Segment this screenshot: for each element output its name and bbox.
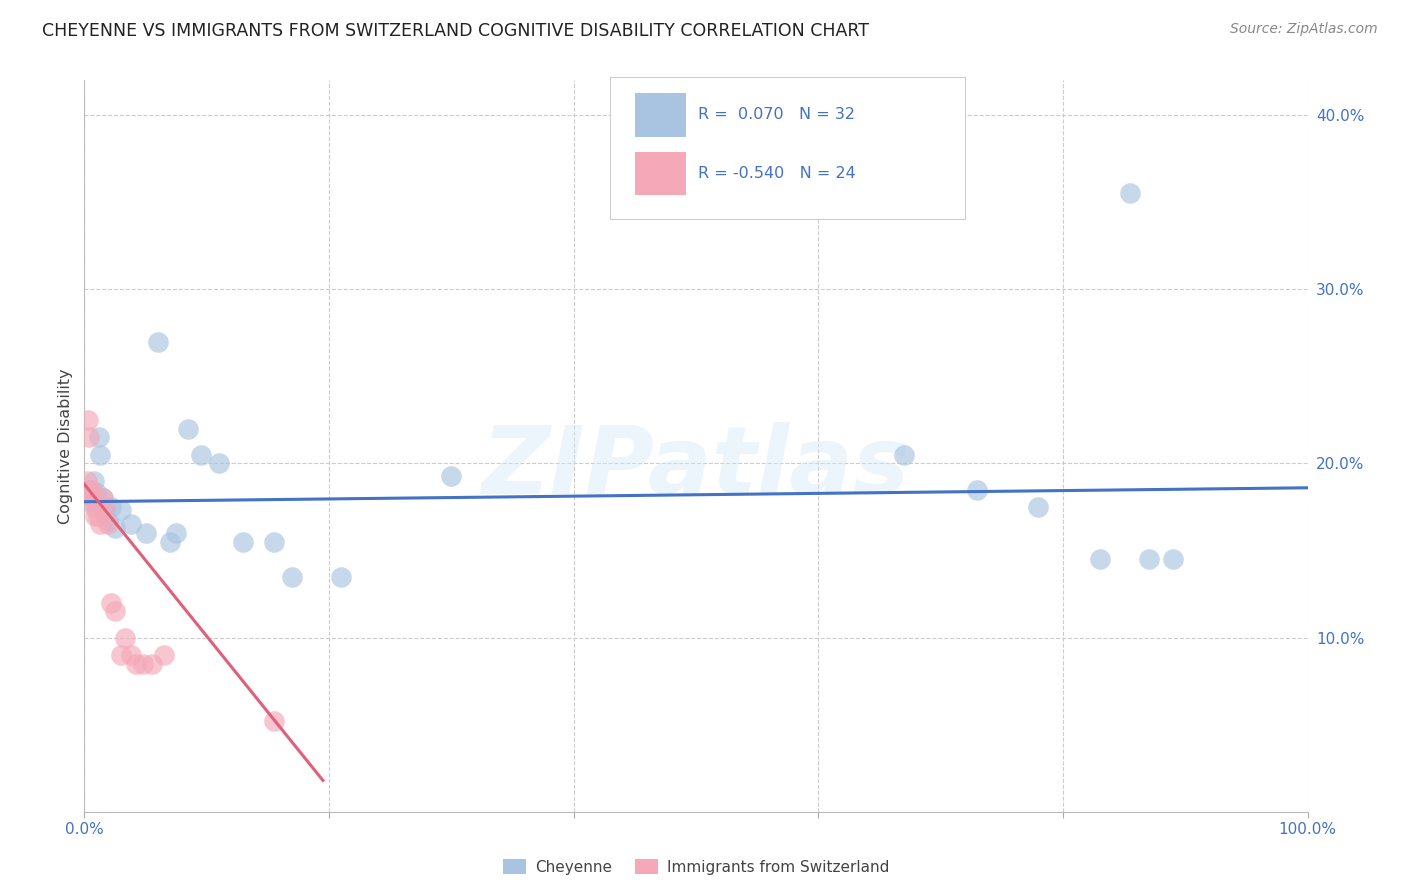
Point bbox=[1137, 552, 1160, 566]
Point bbox=[208, 457, 231, 471]
Point bbox=[94, 505, 117, 519]
Point bbox=[966, 483, 988, 497]
Point bbox=[87, 430, 110, 444]
Point bbox=[893, 448, 915, 462]
Point bbox=[1161, 552, 1184, 566]
Point bbox=[82, 491, 104, 506]
Text: R = -0.540   N = 24: R = -0.540 N = 24 bbox=[699, 166, 856, 181]
Point bbox=[83, 474, 105, 488]
Point bbox=[86, 486, 108, 500]
Point bbox=[177, 421, 200, 435]
Point bbox=[132, 657, 155, 671]
Point bbox=[1119, 186, 1142, 201]
Point bbox=[89, 517, 111, 532]
Point bbox=[83, 500, 105, 514]
Point bbox=[87, 508, 110, 523]
Point bbox=[77, 413, 100, 427]
Point bbox=[281, 569, 304, 583]
Point bbox=[104, 604, 127, 618]
Point bbox=[77, 483, 100, 497]
Point bbox=[100, 500, 122, 514]
Point bbox=[330, 569, 353, 583]
Point bbox=[84, 508, 107, 523]
FancyBboxPatch shape bbox=[610, 77, 965, 219]
Point bbox=[89, 448, 111, 462]
Point bbox=[135, 526, 157, 541]
Point bbox=[114, 631, 136, 645]
Point bbox=[110, 503, 132, 517]
Legend: Cheyenne, Immigrants from Switzerland: Cheyenne, Immigrants from Switzerland bbox=[496, 853, 896, 881]
Text: ZIPatlas: ZIPatlas bbox=[482, 422, 910, 514]
Point bbox=[146, 334, 169, 349]
Point bbox=[263, 534, 285, 549]
Point bbox=[79, 483, 101, 497]
Point bbox=[94, 500, 117, 514]
Point bbox=[100, 596, 122, 610]
Text: Source: ZipAtlas.com: Source: ZipAtlas.com bbox=[1230, 22, 1378, 37]
Point bbox=[141, 657, 163, 671]
Point bbox=[86, 500, 108, 514]
Point bbox=[76, 474, 98, 488]
Point bbox=[104, 521, 127, 535]
Text: CHEYENNE VS IMMIGRANTS FROM SWITZERLAND COGNITIVE DISABILITY CORRELATION CHART: CHEYENNE VS IMMIGRANTS FROM SWITZERLAND … bbox=[42, 22, 869, 40]
Point bbox=[97, 517, 120, 532]
FancyBboxPatch shape bbox=[636, 94, 686, 136]
Point bbox=[165, 526, 187, 541]
Point bbox=[190, 448, 212, 462]
Point bbox=[1088, 552, 1111, 566]
Point bbox=[1028, 500, 1050, 514]
Point bbox=[80, 494, 103, 508]
Y-axis label: Cognitive Disability: Cognitive Disability bbox=[58, 368, 73, 524]
Point bbox=[77, 430, 100, 444]
FancyBboxPatch shape bbox=[636, 152, 686, 195]
Point bbox=[91, 491, 114, 506]
Point bbox=[159, 534, 181, 549]
Point bbox=[91, 491, 114, 506]
Point bbox=[80, 483, 103, 497]
Point bbox=[120, 517, 142, 532]
Point bbox=[440, 468, 463, 483]
Point bbox=[232, 534, 254, 549]
Point bbox=[263, 714, 285, 728]
Point bbox=[153, 648, 176, 662]
Point bbox=[120, 648, 142, 662]
Point bbox=[97, 514, 120, 528]
Point bbox=[110, 648, 132, 662]
Point bbox=[125, 657, 148, 671]
Text: R =  0.070   N = 32: R = 0.070 N = 32 bbox=[699, 107, 855, 122]
